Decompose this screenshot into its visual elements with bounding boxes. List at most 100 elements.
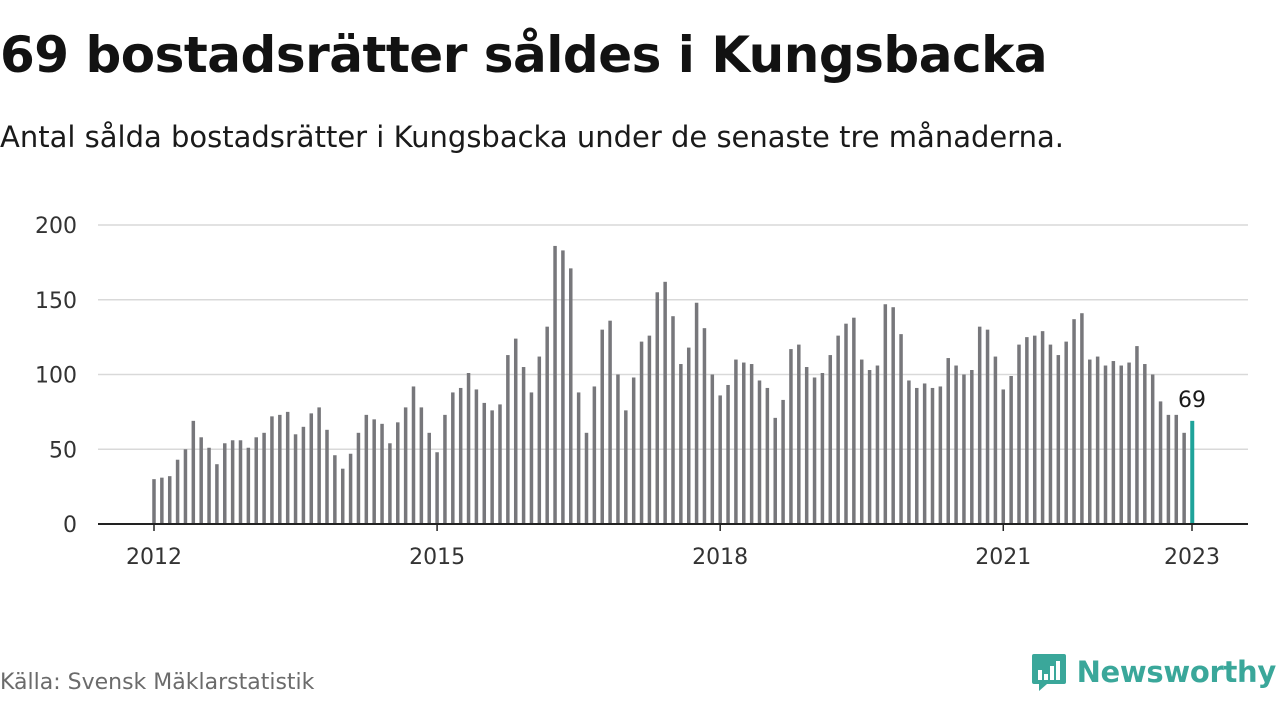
bar [278, 414, 282, 524]
bar [938, 386, 943, 524]
bar [160, 477, 164, 524]
bar [506, 355, 510, 524]
bar [419, 407, 424, 524]
brand-name: Newsworthy [1076, 655, 1277, 689]
source-note: Källa: Svensk Mäklarstatistik [0, 670, 315, 695]
bar [403, 407, 408, 524]
bar [797, 344, 801, 524]
bar [498, 404, 502, 524]
bar [891, 307, 895, 524]
bar [207, 447, 211, 524]
y-tick-label: 200 [35, 214, 77, 239]
bar [686, 347, 691, 524]
bar [380, 423, 384, 524]
bar [820, 373, 825, 524]
bar [246, 447, 251, 524]
bar [1182, 432, 1186, 524]
bar [301, 426, 306, 524]
bar [757, 380, 762, 524]
x-tick-label: 2023 [1164, 545, 1220, 570]
bar [309, 413, 314, 524]
bar [1127, 362, 1131, 524]
bar [364, 414, 369, 524]
bar [812, 377, 817, 524]
bar [183, 449, 188, 524]
x-axis [98, 523, 1248, 531]
bar [285, 411, 290, 525]
last-value-label: 69 [1178, 388, 1206, 413]
bar [781, 399, 785, 524]
bar [1017, 344, 1021, 524]
bar [694, 302, 699, 524]
bar [215, 464, 219, 524]
bar [396, 422, 400, 524]
bar [710, 374, 715, 524]
bar [569, 268, 573, 524]
bar [458, 387, 463, 524]
bar [191, 420, 196, 524]
bar [734, 359, 738, 524]
bar [1088, 359, 1092, 524]
bar [317, 407, 321, 524]
bar [836, 335, 840, 524]
bar [490, 410, 494, 524]
bar [230, 440, 235, 524]
bar [977, 326, 982, 524]
bar [624, 410, 628, 524]
bar [443, 414, 447, 524]
bars [152, 245, 1195, 525]
x-tick-label: 2012 [126, 545, 182, 570]
bar [223, 443, 227, 524]
bar [907, 380, 911, 524]
newsworthy-logo-icon [1031, 654, 1066, 691]
bar [1032, 335, 1037, 524]
bar [867, 370, 872, 524]
bar [1143, 364, 1147, 524]
bar [545, 326, 549, 524]
bar [946, 358, 950, 524]
bar [608, 320, 612, 524]
bar [553, 245, 557, 524]
bar [671, 316, 675, 524]
bar [1056, 355, 1061, 524]
bar [742, 362, 746, 524]
x-tick-label: 2018 [692, 545, 748, 570]
bar [875, 365, 880, 524]
bar [348, 453, 353, 524]
bar [1048, 344, 1053, 524]
y-tick-label: 50 [49, 438, 77, 463]
bar [1174, 414, 1179, 524]
bar [1135, 346, 1139, 524]
bar [749, 364, 754, 524]
bar [325, 429, 329, 524]
bar [254, 437, 258, 524]
bar [970, 370, 974, 524]
x-axis-labels: 2012 2015 2018 2021 2023 [126, 545, 1220, 570]
bar [993, 356, 998, 524]
bar [1040, 331, 1045, 524]
bar [702, 328, 707, 524]
bar [152, 479, 156, 524]
bar [765, 387, 770, 524]
bar [388, 443, 392, 524]
bar [435, 452, 439, 524]
bar [773, 417, 777, 524]
bar [333, 455, 337, 524]
x-tick-label: 2021 [975, 545, 1031, 570]
bar [451, 392, 455, 524]
bar [1150, 374, 1155, 524]
brand-logo: Newsworthy [1031, 652, 1276, 692]
annotations: 69 [1178, 388, 1206, 413]
y-tick-label: 100 [35, 364, 77, 389]
bar [655, 292, 660, 524]
chart-subtitle: Antal sålda bostadsrätter i Kungsbacka u… [0, 120, 1065, 154]
bar [985, 329, 990, 524]
bar [930, 387, 935, 524]
bar [372, 419, 376, 524]
bar [1119, 365, 1123, 524]
bar [663, 281, 667, 524]
bar [1009, 376, 1013, 524]
bar [238, 440, 243, 524]
bar [199, 437, 203, 524]
bar [1064, 341, 1068, 524]
